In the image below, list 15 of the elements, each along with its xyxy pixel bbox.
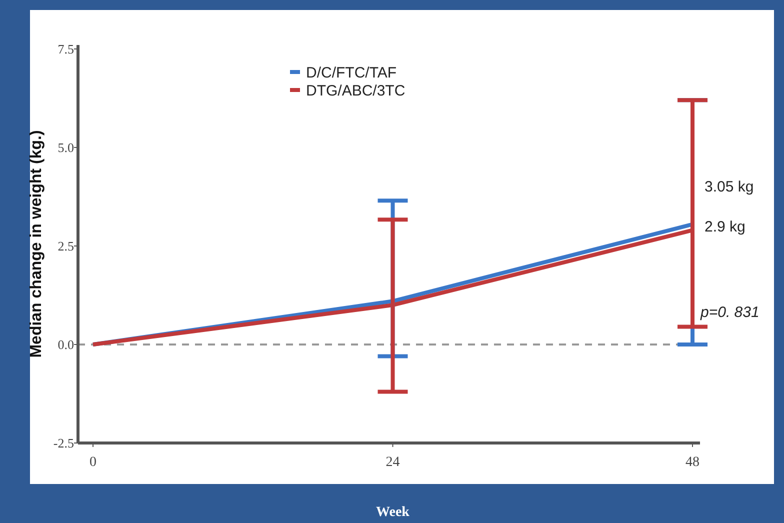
y-tick-label: 5.0 [58, 140, 74, 156]
annotation: p=0. 831 [700, 304, 760, 321]
y-tick-label: -2.5 [53, 436, 74, 451]
y-tick-label: 2.5 [58, 238, 74, 254]
legend-label: DTG/ABC/3TC [306, 82, 406, 100]
x-tick-label: 48 [686, 455, 700, 470]
x-axis-title: Week [376, 505, 410, 520]
y-axis-title: Median change in weight (kg.) [28, 130, 45, 358]
legend-label: D/C/FTC/TAF [306, 64, 397, 82]
y-tick-label: 0.0 [58, 337, 74, 352]
x-tick-label: 24 [386, 455, 400, 470]
data-label: 2.9 kg [704, 218, 746, 236]
y-tick-label: 7.5 [58, 41, 74, 56]
data-label: 3.05 kg [704, 178, 754, 196]
x-tick-label: 0 [89, 455, 96, 470]
